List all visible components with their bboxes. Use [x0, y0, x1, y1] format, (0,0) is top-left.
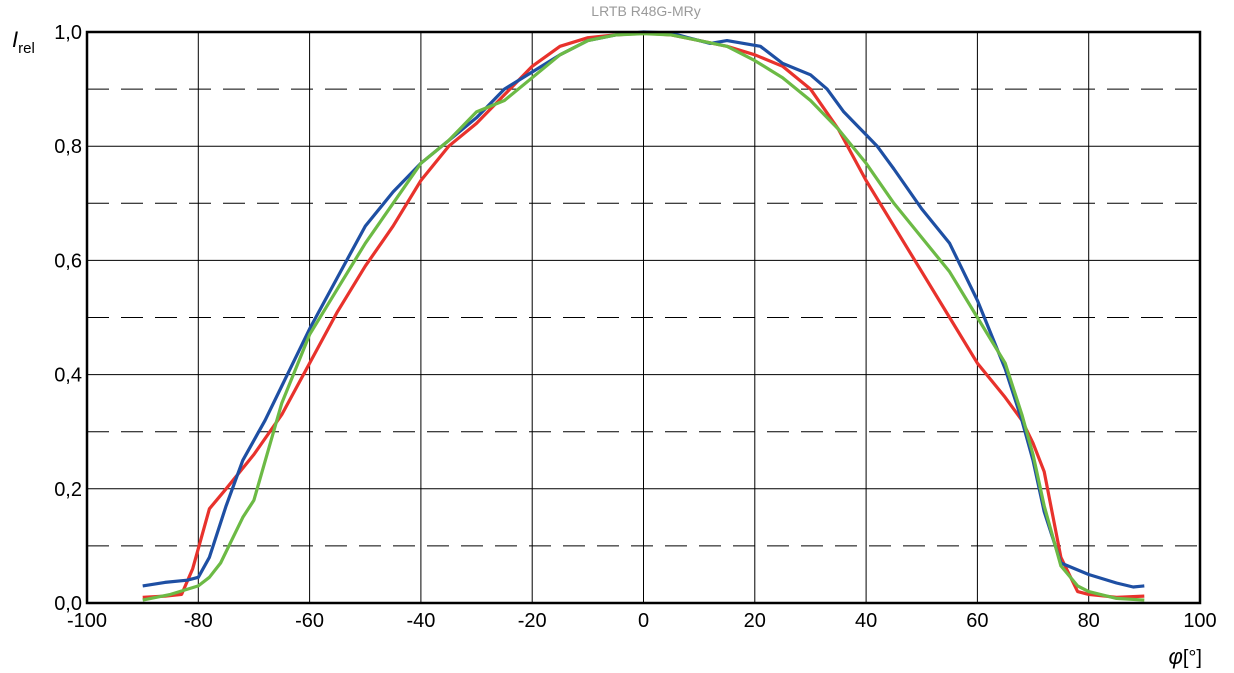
x-tick-label: 20 [744, 610, 766, 632]
y-tick-label: 0,2 [54, 479, 82, 501]
x-tick-label: 100 [1183, 610, 1216, 632]
plot-frame [85, 30, 1202, 605]
x-tick-label: -20 [518, 610, 547, 632]
chart-title: LRTB R48G-MRy [591, 3, 700, 19]
x-tick-label: -40 [406, 610, 435, 632]
y-tick-label: 0,8 [54, 136, 82, 158]
x-tick-label: 60 [966, 610, 988, 632]
y-tick-label: 1,0 [54, 22, 82, 44]
grid [87, 32, 1200, 603]
y-axis-label-symbol: I [12, 27, 18, 52]
x-axis-label-symbol: φ [1169, 644, 1183, 669]
x-tick-label: -80 [184, 610, 213, 632]
series-line-3 [142, 32, 1145, 602]
x-axis-label: φ[°] [1169, 644, 1202, 669]
x-tick-label: 40 [855, 610, 877, 632]
y-tick-label: 0,0 [54, 593, 82, 615]
series-lines [142, 30, 1145, 602]
y-tick-label: 0,6 [54, 250, 82, 272]
y-axis-ticks: 0,0 0,2 0,4 0,6 0,8 1,0 [54, 22, 82, 615]
y-tick-label: 0,4 [54, 365, 82, 387]
x-tick-label: -60 [295, 610, 324, 632]
x-tick-label: 80 [1078, 610, 1100, 632]
y-axis-label: Irel [12, 27, 35, 57]
x-tick-label: 0 [638, 610, 649, 632]
y-axis-label-subscript: rel [18, 40, 35, 57]
x-axis-ticks: -100 -80 -60 -40 -20 0 20 40 60 80 100 [67, 610, 1217, 632]
x-axis-label-unit: [°] [1183, 647, 1202, 669]
x-tick-label: -100 [67, 610, 107, 632]
